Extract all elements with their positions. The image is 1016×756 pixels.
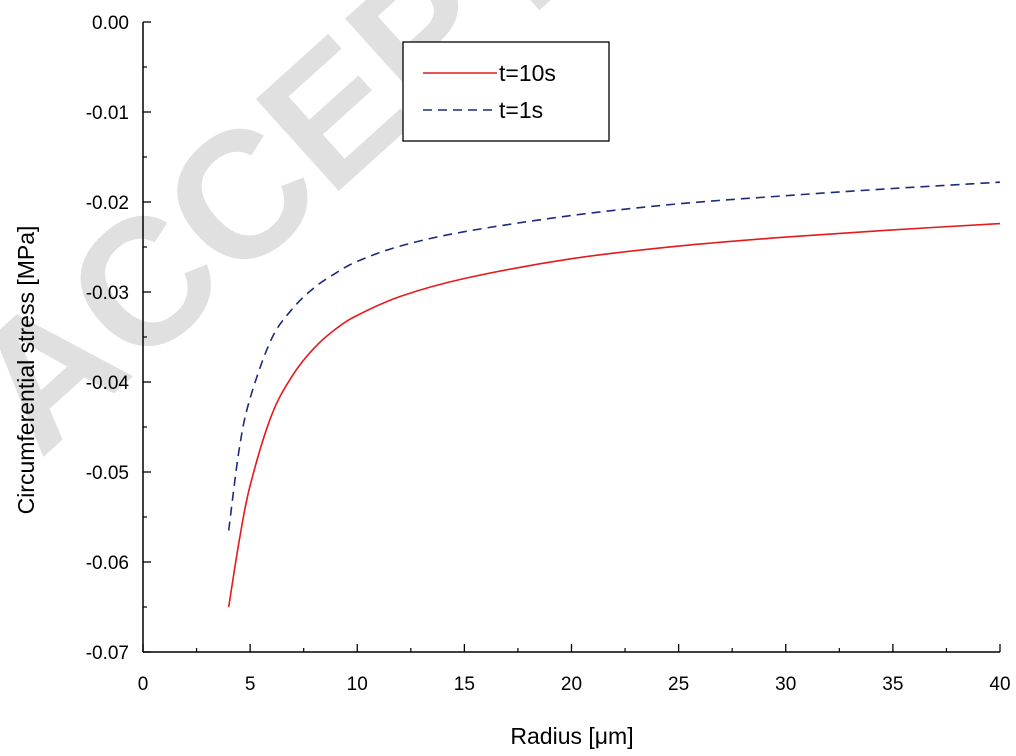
y-tick-label: 0.00 [92, 13, 129, 34]
y-ticks: 0.00 -0.01 -0.02 -0.03 -0.04 -0.05 -0.06 -0.07 [86, 13, 151, 664]
x-tick-label: 40 [989, 674, 1010, 695]
series-layer [227, 181, 1001, 608]
watermark: ACCEPTED [0, 0, 802, 489]
x-tick-label: 25 [668, 674, 689, 695]
legend: t=10s t=1s [402, 41, 610, 142]
watermark-text: ACCEPTED [0, 0, 802, 489]
y-tick-label: -0.07 [86, 643, 129, 664]
x-tick-label: 30 [775, 674, 796, 695]
legend-box [402, 41, 610, 142]
series-line-t1s [227, 181, 1001, 531]
x-tick-label: 10 [347, 674, 368, 695]
y-tick-label: -0.01 [86, 103, 129, 124]
y-tick-label: -0.02 [86, 193, 129, 214]
x-axis-title: Radius [μm] [510, 723, 633, 749]
x-tick-label: 35 [882, 674, 903, 695]
x-ticks: 0 5 10 15 20 25 30 35 40 [138, 644, 1011, 695]
y-tick-label: -0.03 [86, 283, 129, 304]
series-line-t10s [227, 222, 1001, 608]
y-tick-label: -0.04 [86, 373, 130, 394]
x-tick-label: 15 [454, 674, 475, 695]
y-axis-title: Circumferential stress [MPa] [13, 226, 39, 515]
y-tick-label: -0.06 [86, 553, 129, 574]
legend-label-t1s: t=1s [499, 97, 543, 123]
x-tick-label: 0 [138, 674, 149, 695]
y-tick-label: -0.05 [86, 463, 129, 484]
legend-label-t10s: t=10s [499, 60, 556, 86]
x-tick-label: 20 [561, 674, 582, 695]
x-tick-label: 5 [245, 674, 256, 695]
